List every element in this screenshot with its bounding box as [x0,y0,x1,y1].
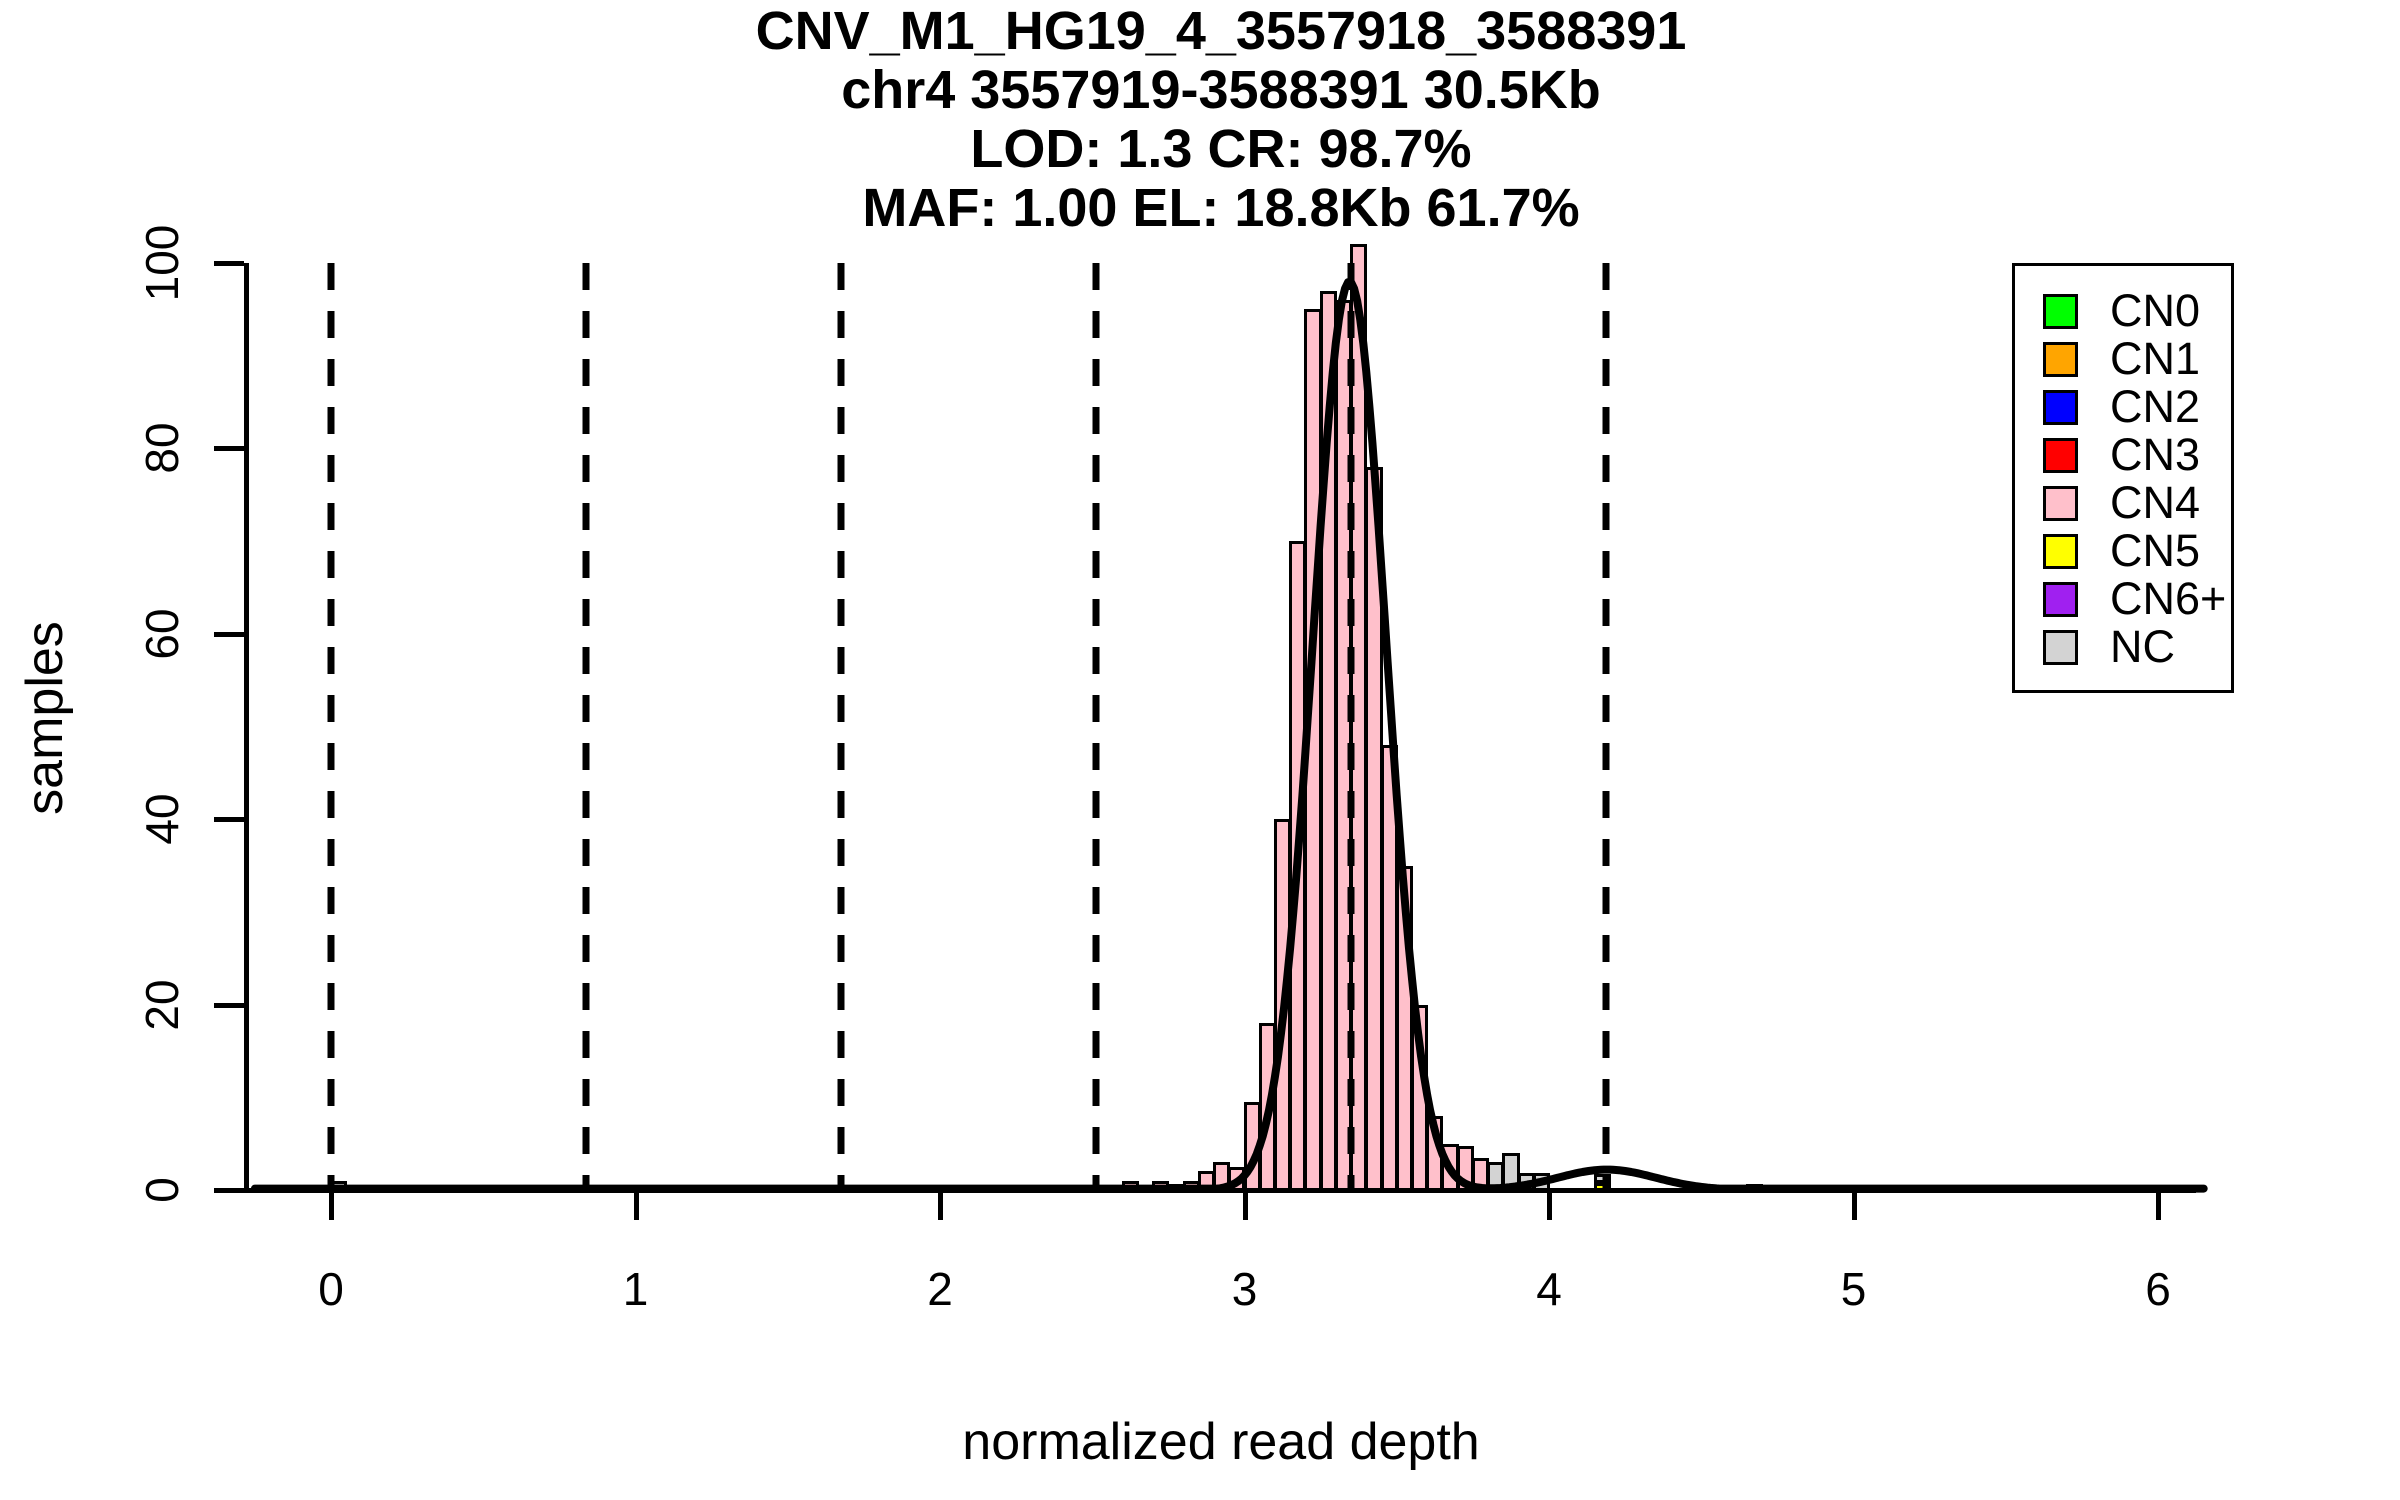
y-axis-tick-label-80: 80 [136,422,188,474]
y-axis-tick-20 [214,1002,244,1008]
x-axis-tick-4 [1547,1190,1552,1220]
legend-item-CN1: CN1 [2015,333,2231,384]
legend-label-CN3: CN3 [2110,429,2201,480]
legend-item-NC: NC [2015,621,2231,672]
plot-title-line-3: LOD: 1.3 CR: 98.7% [970,119,1472,179]
y-axis-tick-label-60: 60 [136,608,188,660]
y-axis-tick-label-100: 100 [136,224,188,302]
copy-number-dashed-line-CN0 [327,263,335,1190]
x-axis-tick-2 [938,1190,943,1220]
legend-label-CN4: CN4 [2110,477,2201,528]
density-curve-path [250,278,2208,1193]
y-axis-tick-label-0: 0 [136,1177,188,1203]
y-axis-line [244,263,249,1192]
y-axis-tick-100 [214,261,244,266]
x-axis-line [238,1188,2196,1193]
legend-item-CN2: CN2 [2015,381,2231,432]
plot-title-line-2: chr4 3557919-3588391 30.5Kb [841,60,1601,120]
y-axis-label: samples [16,621,74,815]
legend-label-NC: NC [2110,621,2175,672]
legend-swatch-CN6+ [2043,581,2078,617]
y-axis-tick-label-20: 20 [136,979,188,1031]
x-axis-tick-1 [633,1190,639,1220]
x-axis-tick-label-1: 1 [622,1263,649,1315]
legend-item-CN3: CN3 [2015,429,2231,480]
legend-label-CN0: CN0 [2110,285,2201,336]
x-axis-label: normalized read depth [962,1413,1480,1471]
y-axis-tick-60 [214,631,244,637]
plot-title-block: CNV_M1_HG19_4_3557918_3588391 chr4 35579… [321,2,2121,238]
x-axis-tick-6 [2156,1190,2161,1220]
y-axis-tick-0 [214,1188,244,1193]
copy-number-dashed-line-CN3 [1092,263,1100,1190]
legend-swatch-CN1 [2043,341,2078,377]
copy-number-dashed-line-CN5 [1602,263,1610,1190]
legend-swatch-CN2 [2043,389,2078,425]
legend-swatch-CN4 [2043,485,2078,521]
legend-item-CN0: CN0 [2015,285,2231,336]
x-axis-tick-label-3: 3 [1231,1263,1258,1315]
x-axis-tick-0 [329,1190,334,1220]
x-axis-tick-3 [1242,1190,1248,1220]
legend-swatch-CN0 [2043,293,2078,329]
legend-label-CN5: CN5 [2110,525,2201,576]
y-axis-tick-label-40: 40 [136,793,188,845]
x-axis-tick-label-0: 0 [318,1263,344,1315]
x-axis-tick-label-4: 4 [1536,1263,1562,1315]
x-axis-tick-label-2: 2 [927,1263,953,1315]
legend-item-CN6+: CN6+ [2015,573,2231,624]
legend-swatch-NC [2043,629,2078,665]
legend-item-CN4: CN4 [2015,477,2231,528]
legend-swatch-CN3 [2043,437,2078,473]
copy-number-dashed-line-CN2 [837,263,845,1190]
legend-item-CN5: CN5 [2015,525,2231,576]
legend-swatch-CN5 [2043,533,2078,569]
x-axis-tick-label-6: 6 [2145,1263,2171,1315]
legend-label-CN2: CN2 [2110,381,2201,432]
plot-title-line-1: CNV_M1_HG19_4_3557918_3588391 [755,1,1687,61]
legend-label-CN6+: CN6+ [2110,573,2227,624]
y-axis-tick-80 [214,446,244,452]
plot-title-line-4: MAF: 1.00 EL: 18.8Kb 61.7% [862,178,1580,238]
legend-box: CN0 CN1 CN2 CN3 CN4 CN5 CN6+ NC [2012,263,2234,693]
x-axis-tick-5 [1851,1190,1857,1220]
y-axis-tick-40 [214,817,244,823]
x-axis-tick-label-5: 5 [1840,1263,1867,1315]
copy-number-dashed-line-CN4 [1347,263,1355,1190]
copy-number-dashed-line-CN1 [582,263,590,1190]
legend-label-CN1: CN1 [2110,333,2201,384]
